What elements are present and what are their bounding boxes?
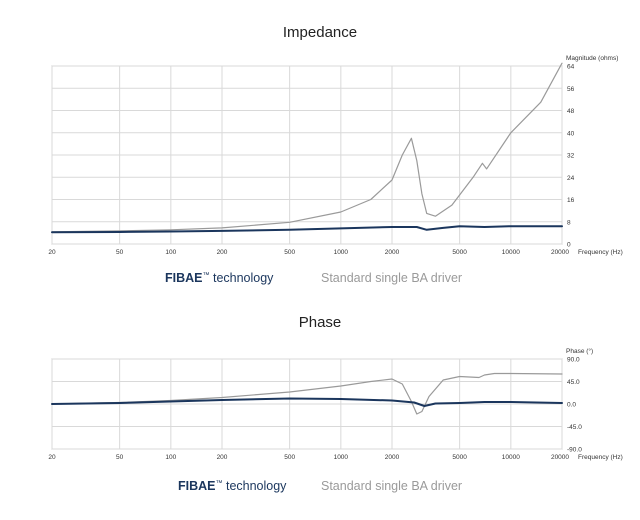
impedance-series-fibae-line: [51, 225, 563, 234]
legend-fibae-bold-2: FIBAE: [178, 479, 216, 493]
phase-y-tick-label: 90.0: [567, 357, 580, 364]
impedance-x-axis-label: Frequency (Hz): [578, 249, 623, 256]
phase-x-tick-label: 2000: [385, 454, 400, 461]
impedance-y-tick-label: 64: [567, 64, 575, 71]
phase-x-tick-label: 500: [284, 454, 295, 461]
phase-chart: 20 50 100 200 500 1000 2000 5000 10000 20000-90.0…: [48, 347, 623, 461]
legend-fibae-tm-2: ™: [215, 479, 223, 487]
phase-y-axis-label: Phase (°): [566, 347, 593, 355]
impedance-y-axis-label: Magnitude (ohms): [566, 55, 618, 62]
phase-series-standard-line: [51, 372, 563, 415]
impedance-x-tick-label: 5000: [452, 249, 467, 256]
phase-x-tick-label: 100: [165, 454, 176, 461]
impedance-series-standard-line: [51, 62, 563, 233]
phase-y-tick-label: 0.0: [567, 402, 576, 409]
legend-fibae-text: technology: [209, 271, 274, 285]
impedance-legend-fibae: FIBAE™ technology: [165, 271, 273, 285]
impedance-y-tick-label: 16: [567, 197, 575, 204]
phase-x-tick-label: 20: [48, 454, 56, 461]
impedance-x-tick-label: 1000: [334, 249, 349, 256]
legend-fibae-bold: FIBAE: [165, 271, 203, 285]
phase-x-tick-label: 20000: [551, 454, 569, 461]
impedance-x-tick-label: 20000: [551, 249, 569, 256]
phase-x-tick-label: 50: [116, 454, 124, 461]
impedance-y-tick-label: 32: [567, 153, 575, 160]
phase-legend-standard: Standard single BA driver: [321, 479, 463, 493]
impedance-legend-standard: Standard single BA driver: [321, 271, 463, 285]
impedance-x-tick-label: 20: [48, 249, 56, 256]
impedance-x-tick-label: 2000: [385, 249, 400, 256]
phase-x-tick-label: 200: [217, 454, 228, 461]
phase-series-fibae-line: [51, 397, 563, 407]
impedance-y-tick-label: 0: [567, 242, 571, 249]
phase-x-tick-label: 5000: [452, 454, 467, 461]
impedance-y-tick-label: 8: [567, 219, 571, 226]
phase-x-axis-label: Frequency (Hz): [578, 454, 623, 461]
impedance-y-tick-label: 24: [567, 175, 575, 182]
impedance-x-tick-label: 10000: [502, 249, 520, 256]
phase-legend-fibae: FIBAE™ technology: [178, 479, 286, 493]
impedance-x-tick-label: 500: [284, 249, 295, 256]
impedance-chart-title: Impedance: [282, 24, 358, 41]
impedance-x-tick-label: 200: [217, 249, 228, 256]
legend-fibae-text-2: technology: [222, 479, 287, 493]
phase-y-tick-label: 45.0: [567, 379, 580, 386]
legend-fibae-tm: ™: [202, 271, 210, 279]
phase-chart-title: Phase: [298, 314, 342, 331]
phase-y-tick-label: -45.0: [567, 424, 582, 431]
impedance-x-tick-label: 50: [116, 249, 124, 256]
impedance-y-tick-label: 56: [567, 86, 575, 93]
impedance-x-tick-label: 100: [165, 249, 176, 256]
phase-x-tick-label: 1000: [334, 454, 349, 461]
phase-x-tick-label: 10000: [502, 454, 520, 461]
impedance-y-tick-label: 40: [567, 130, 575, 137]
phase-y-tick-label: -90.0: [567, 447, 582, 454]
impedance-y-tick-label: 48: [567, 108, 575, 115]
